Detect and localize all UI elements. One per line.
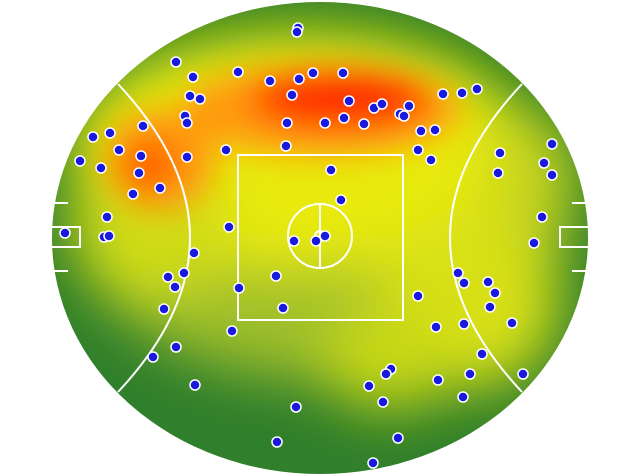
point xyxy=(220,144,232,156)
point xyxy=(101,211,113,223)
point xyxy=(457,391,469,403)
point xyxy=(456,87,468,99)
point xyxy=(343,95,355,107)
point xyxy=(95,162,107,174)
point xyxy=(476,348,488,360)
point xyxy=(154,182,166,194)
point xyxy=(546,138,558,150)
point xyxy=(74,155,86,167)
point xyxy=(187,71,199,83)
point xyxy=(147,351,159,363)
point xyxy=(233,282,245,294)
point xyxy=(188,247,200,259)
point xyxy=(277,302,289,314)
point xyxy=(280,140,292,152)
point xyxy=(337,67,349,79)
point xyxy=(517,368,529,380)
point xyxy=(363,380,375,392)
point xyxy=(538,157,550,169)
point xyxy=(226,325,238,337)
point xyxy=(319,117,331,129)
point xyxy=(170,56,182,68)
point xyxy=(464,368,476,380)
point xyxy=(170,341,182,353)
point xyxy=(184,90,196,102)
point xyxy=(325,164,337,176)
point xyxy=(310,235,322,247)
point xyxy=(546,169,558,181)
point xyxy=(286,89,298,101)
point xyxy=(319,230,331,242)
point xyxy=(415,125,427,137)
point xyxy=(169,281,181,293)
point xyxy=(403,100,415,112)
point xyxy=(178,267,190,279)
point xyxy=(103,230,115,242)
point xyxy=(452,267,464,279)
point xyxy=(271,436,283,448)
point xyxy=(471,83,483,95)
point xyxy=(392,432,404,444)
point xyxy=(489,287,501,299)
point xyxy=(494,147,506,159)
point xyxy=(458,277,470,289)
point xyxy=(425,154,437,166)
point xyxy=(194,93,206,105)
point xyxy=(484,301,496,313)
point xyxy=(223,221,235,233)
point xyxy=(232,66,244,78)
point xyxy=(158,303,170,315)
point xyxy=(189,379,201,391)
point xyxy=(181,151,193,163)
point xyxy=(307,67,319,79)
point xyxy=(293,73,305,85)
point xyxy=(458,318,470,330)
point xyxy=(376,98,388,110)
point xyxy=(87,131,99,143)
point xyxy=(338,112,350,124)
point xyxy=(290,401,302,413)
point xyxy=(335,194,347,206)
point xyxy=(412,144,424,156)
point xyxy=(506,317,518,329)
point xyxy=(59,227,71,239)
point xyxy=(264,75,276,87)
point xyxy=(133,167,145,179)
point xyxy=(113,144,125,156)
point xyxy=(429,124,441,136)
point xyxy=(430,321,442,333)
point xyxy=(492,167,504,179)
point xyxy=(162,271,174,283)
point xyxy=(432,374,444,386)
point xyxy=(437,88,449,100)
point xyxy=(358,118,370,130)
point xyxy=(377,396,389,408)
point xyxy=(536,211,548,223)
point xyxy=(528,237,540,249)
point xyxy=(135,150,147,162)
point xyxy=(288,235,300,247)
point xyxy=(482,276,494,288)
point xyxy=(398,110,410,122)
point xyxy=(127,188,139,200)
point xyxy=(181,117,193,129)
point xyxy=(380,368,392,380)
point xyxy=(104,127,116,139)
point xyxy=(291,26,303,38)
point xyxy=(412,290,424,302)
point xyxy=(270,270,282,282)
point xyxy=(137,120,149,132)
point xyxy=(281,117,293,129)
point xyxy=(367,457,379,469)
